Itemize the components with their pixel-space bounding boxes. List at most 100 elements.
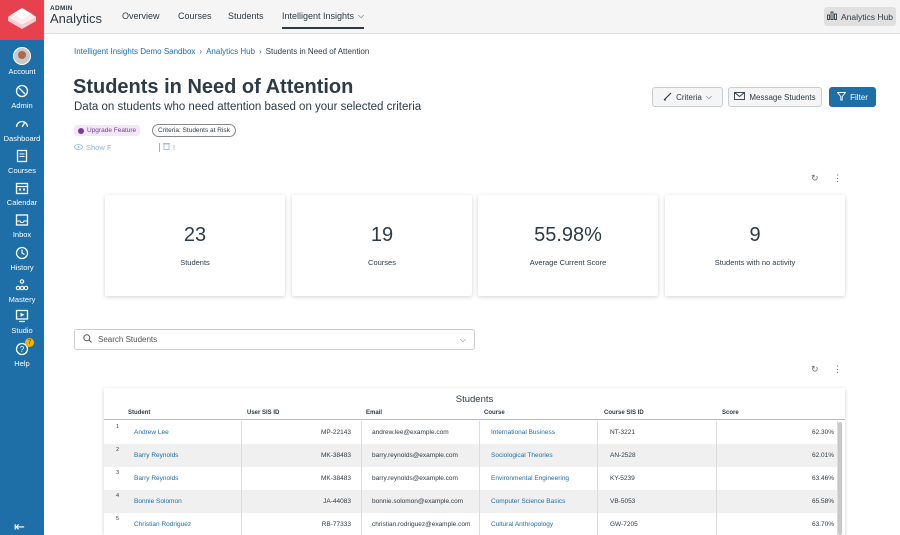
student-name-link[interactable]: Andrew Lee (122, 421, 242, 444)
analytics-hub-label: Analytics Hub (841, 11, 893, 22)
stat-card-no-activity: 9 Students with no activity (665, 195, 845, 296)
message-students-button[interactable]: Message Students (728, 87, 822, 107)
nav-item-dashboard[interactable]: Dashboard (0, 116, 44, 143)
email-cell: andrew.lee@example.com (362, 421, 480, 444)
filter-label: Filter (850, 92, 868, 102)
breadcrumb-link-sandbox[interactable]: Intelligent Insights Demo Sandbox (74, 47, 196, 56)
tab-courses[interactable]: Courses (178, 11, 212, 21)
nav-item-studio[interactable]: Studio (0, 308, 44, 335)
breadcrumb: Intelligent Insights Demo Sandbox › Anal… (74, 47, 369, 56)
search-students-input[interactable]: Search Students ⌵ (74, 329, 475, 350)
stat-value: 19 (370, 224, 394, 246)
course-link[interactable]: Sociological Theories (480, 444, 598, 467)
table-row: 4 Bonnie Solomon JA-44083 bonnie.solomon@ex… (104, 490, 838, 513)
row-number: 4 (116, 493, 120, 499)
nav-item-account[interactable]: Account (0, 47, 44, 76)
course-sis-id-cell: KY-5239 (598, 467, 717, 490)
student-name-link[interactable]: Barry Reynolds (122, 467, 242, 490)
criteria-button[interactable]: Criteria ⌵ (652, 87, 723, 107)
stat-label: Students with no activity (714, 258, 796, 267)
upgrade-feature-badge[interactable]: Upgrade Feature (74, 125, 141, 136)
user-sis-id-cell: MK-38483 (242, 467, 362, 490)
nav-item-help[interactable]: ? 7 Help (0, 338, 44, 368)
course-sis-id-cell: NT-3221 (598, 421, 717, 444)
nav-item-mastery[interactable]: Mastery (0, 277, 44, 304)
clear-filters[interactable]: I (159, 142, 175, 152)
chevron-down-icon: ⌵ (705, 92, 712, 101)
logo-icon[interactable] (0, 0, 44, 40)
column-header-course[interactable]: Course (484, 410, 505, 416)
course-link[interactable]: International Business (480, 421, 598, 444)
avatar (13, 47, 31, 65)
refresh-icon[interactable]: ↻ (811, 364, 819, 374)
nav-item-calendar[interactable]: Calendar (0, 180, 44, 207)
nav-item-label: Dashboard (3, 134, 41, 143)
column-header-score[interactable]: Score (722, 410, 739, 416)
column-header-email[interactable]: Email (366, 410, 383, 416)
help-icon: ? (14, 341, 30, 357)
stat-card-students: 23 Students (105, 195, 285, 296)
user-sis-id-cell: MP-22143 (242, 421, 362, 444)
student-name-link[interactable]: Bonnie Solomon (122, 490, 242, 513)
criteria-label: Criteria (676, 92, 702, 102)
eye-icon (74, 143, 83, 152)
nav-item-label: History (10, 263, 34, 272)
score-cell: 63.70% (717, 513, 838, 535)
chevron-down-icon: ⌵ (358, 11, 365, 20)
table-title: Students (455, 394, 494, 405)
email-cell: barry.reynolds@example.com (362, 467, 480, 490)
criteria-pill[interactable]: Criteria: Students at Risk (152, 124, 236, 137)
chevron-down-icon[interactable]: ⌵ (459, 334, 466, 344)
brand-small: ADMIN (50, 5, 73, 12)
nav-item-inbox[interactable]: Inbox (0, 212, 44, 239)
nav-item-courses[interactable]: Courses (0, 148, 44, 175)
stat-label: Courses (368, 258, 396, 267)
table-row: 3 Barry Reynolds MK-38483 barry.reynolds@ex… (104, 467, 838, 490)
table-header: Student User SIS ID Email Course Course … (104, 410, 845, 420)
row-number: 5 (116, 516, 120, 522)
refresh-icon[interactable]: ↻ (811, 173, 819, 183)
calendar-icon (14, 180, 30, 196)
bar-chart-icon (827, 11, 837, 22)
stat-value: 23 (183, 224, 207, 246)
student-name-link[interactable]: Barry Reynolds (122, 444, 242, 467)
score-cell: 62.01% (717, 444, 838, 467)
nav-item-admin[interactable]: Admin (0, 83, 44, 110)
upgrade-icon (78, 127, 84, 134)
nav-item-label: Account (8, 67, 36, 76)
more-options-icon[interactable]: ⋮ (833, 364, 842, 374)
course-link[interactable]: Cultural Anthropology (480, 513, 598, 535)
user-sis-id-cell: RB-77333 (242, 513, 362, 535)
divider (159, 142, 160, 152)
column-header-course-sis-id[interactable]: Course SIS ID (604, 410, 644, 416)
student-name-link[interactable]: Christian Rodriguez (122, 513, 242, 535)
show-filters-link[interactable]: Show F (74, 143, 111, 152)
filter-button[interactable]: Filter (829, 87, 876, 107)
upgrade-label: Upgrade Feature (87, 127, 137, 134)
collapse-nav-icon[interactable]: ⇤ (14, 519, 25, 534)
table-row: 5 Christian Rodriguez RB-77333 christian.ro… (104, 513, 838, 535)
course-link[interactable]: Computer Science Basics (480, 490, 598, 513)
column-header-user-sis-id[interactable]: User SIS ID (247, 410, 280, 416)
trash-icon (163, 142, 170, 152)
nav-item-label: Admin (11, 101, 33, 110)
column-header-student[interactable]: Student (128, 410, 151, 416)
pencil-icon (663, 92, 672, 103)
analytics-hub-button[interactable]: Analytics Hub (824, 7, 896, 26)
clear-filters-label: I (173, 142, 176, 152)
brand-title: Analytics (50, 11, 103, 26)
tab-intelligent-insights[interactable]: Intelligent Insights ⌵ (282, 11, 365, 29)
table-scrollbar[interactable] (838, 422, 842, 535)
tab-overview[interactable]: Overview (122, 11, 160, 21)
course-link[interactable]: Environmental Engineering (480, 467, 598, 490)
tab-students[interactable]: Students (228, 11, 264, 21)
nav-item-history[interactable]: History (0, 245, 44, 272)
score-cell: 63.46% (717, 467, 838, 490)
more-options-icon[interactable]: ⋮ (833, 173, 842, 183)
breadcrumb-link-hub[interactable]: Analytics Hub (206, 47, 255, 56)
course-sis-id-cell: VB-5053 (598, 490, 717, 513)
app-brand[interactable]: ADMIN Analytics (50, 5, 102, 26)
stat-value: 55.98% (534, 224, 602, 246)
table-row: 2 Barry Reynolds MK-38483 barry.reynolds@ex… (104, 444, 838, 467)
table-row: 1 Andrew Lee MP-22143 andrew.lee@example.co… (104, 421, 838, 444)
